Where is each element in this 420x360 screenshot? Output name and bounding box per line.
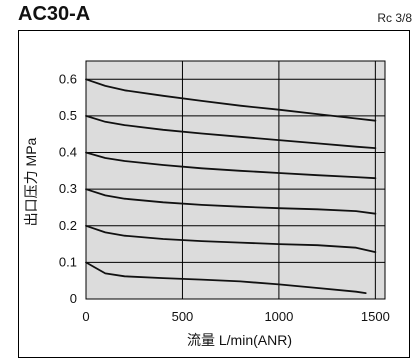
y-axis-ticks: 0 0.1 0.2 0.3 0.4 0.5 0.6 [59, 71, 77, 306]
series-line-6 [85, 261, 367, 295]
chart-frame [18, 30, 410, 358]
y-tick-label-5: 0.5 [59, 108, 77, 123]
y-tick-label-6: 0.6 [59, 71, 77, 86]
series-lines [85, 78, 377, 295]
series-line-5 [85, 224, 377, 254]
x-axis-ticks: 0 500 1000 1500 [82, 309, 389, 324]
y-tick-label-2: 0.2 [59, 218, 77, 233]
x-tick-label-3: 1500 [361, 309, 390, 324]
y-axis-label: 出口压力 MPa [23, 137, 39, 226]
y-tick-label-1: 0.1 [59, 254, 77, 269]
series-line-4 [85, 188, 377, 215]
y-tick-label-0: 0 [70, 291, 77, 306]
x-tick-label-2: 1000 [264, 309, 293, 324]
x-tick-label-0: 0 [82, 309, 89, 324]
series-line-1 [85, 78, 377, 122]
y-tick-label-3: 0.3 [59, 181, 77, 196]
plot-area [85, 60, 386, 300]
model-title: AC30-A [18, 3, 91, 25]
series-line-3 [85, 151, 377, 180]
series-line-2 [85, 115, 377, 150]
y-tick-label-4: 0.4 [59, 145, 77, 160]
x-axis-label: 流量 L/min(ANR) [187, 332, 292, 348]
x-tick-label-1: 500 [172, 309, 194, 324]
port-size-label: Rc 3/8 [377, 11, 412, 25]
